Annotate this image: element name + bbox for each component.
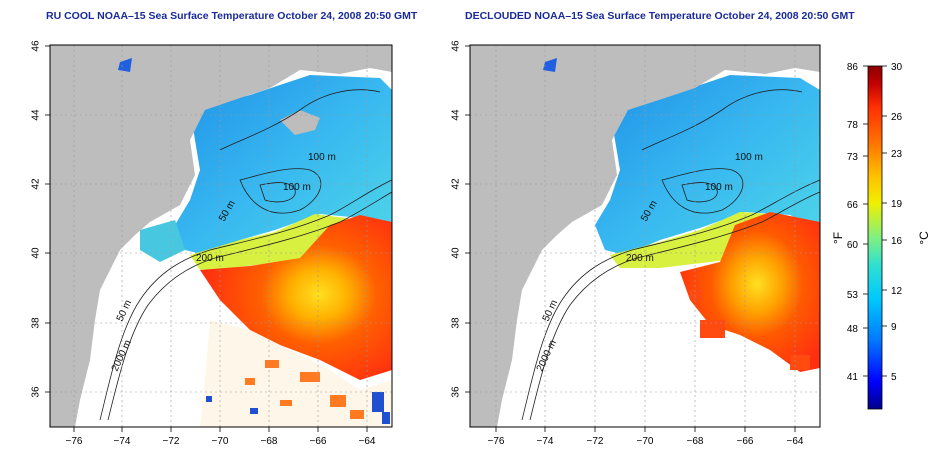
colorbar <box>867 65 883 410</box>
contour-label: 100 m <box>705 182 733 193</box>
lon-tick-label: −74 <box>537 436 554 447</box>
lat-tick-label: 38 <box>451 317 462 329</box>
lat-tick-label: 38 <box>31 317 42 329</box>
fahrenheit-tick-label: 53 <box>847 290 859 301</box>
left-panel-title: RU COOL NOAA–15 Sea Surface Temperature … <box>46 10 418 22</box>
celsius-tick-label: 16 <box>891 236 903 247</box>
lon-tick-label: −64 <box>359 436 376 447</box>
lon-tick-label: −70 <box>637 436 654 447</box>
lon-tick-label: −74 <box>114 436 131 447</box>
lon-tick-label: −68 <box>261 436 278 447</box>
left-axes: −76 −74 −72 −70 −68 −66 −64 36 38 40 42 44 46 <box>31 40 376 447</box>
contour-label: 100 m <box>308 152 336 163</box>
lat-tick-label: 44 <box>31 109 42 121</box>
fahrenheit-tick-label: 60 <box>847 240 859 251</box>
shelf-water-region <box>595 75 820 255</box>
lon-tick-label: −64 <box>787 436 804 447</box>
contour-label: 100 m <box>283 182 311 193</box>
gulf-stream-region <box>200 215 392 380</box>
lon-tick-label: −66 <box>310 436 327 447</box>
fahrenheit-unit-label: °F <box>831 232 845 244</box>
lat-tick-label: 40 <box>451 247 462 259</box>
celsius-tick-label: 9 <box>891 322 897 333</box>
lat-tick-label: 44 <box>451 109 462 121</box>
land-mass <box>470 45 820 427</box>
right-map <box>469 44 821 428</box>
celsius-tick-label: 23 <box>891 149 903 160</box>
right-axes: −76 −74 −72 −70 −68 −66 −64 36 38 40 42 44 46 <box>451 40 804 447</box>
contour-label: 100 m <box>735 152 763 163</box>
fahrenheit-tick-label: 66 <box>847 200 859 211</box>
lat-tick-label: 42 <box>31 178 42 190</box>
celsius-unit-label: °C <box>917 231 931 245</box>
lat-tick-label: 46 <box>31 40 42 52</box>
lat-tick-label: 42 <box>451 178 462 190</box>
lon-tick-label: −72 <box>587 436 604 447</box>
fahrenheit-tick-label: 86 <box>847 62 859 73</box>
lon-tick-label: −76 <box>66 436 83 447</box>
lon-tick-label: −66 <box>737 436 754 447</box>
contour-label: 200 m <box>196 253 224 264</box>
celsius-tick-label: 5 <box>891 372 897 383</box>
lat-tick-label: 40 <box>31 247 42 259</box>
lon-tick-label: −68 <box>687 436 704 447</box>
colorbar-ticks: 86 78 73 66 60 53 48 41 30 26 23 19 16 12 9 5 <box>847 62 903 383</box>
lat-tick-label: 36 <box>451 386 462 398</box>
shelf-water-region <box>175 75 392 255</box>
right-gridlines <box>470 45 820 427</box>
fahrenheit-tick-label: 73 <box>847 152 859 163</box>
contour-label: 200 m <box>626 253 654 264</box>
left-map <box>49 44 393 428</box>
fahrenheit-tick-label: 41 <box>847 372 859 383</box>
celsius-tick-label: 30 <box>891 62 903 73</box>
lon-tick-label: −76 <box>488 436 505 447</box>
celsius-tick-label: 19 <box>891 199 903 210</box>
celsius-tick-label: 26 <box>891 112 903 123</box>
gulf-stream-region <box>680 212 820 372</box>
fahrenheit-tick-label: 78 <box>847 120 859 131</box>
lon-tick-label: −70 <box>212 436 229 447</box>
celsius-tick-label: 12 <box>891 286 903 297</box>
fahrenheit-tick-label: 48 <box>847 324 859 335</box>
land-mass <box>50 45 392 427</box>
left-gridlines <box>50 45 392 427</box>
lon-tick-label: −72 <box>163 436 180 447</box>
lat-tick-label: 36 <box>31 386 42 398</box>
right-panel-title: DECLOUDED NOAA–15 Sea Surface Temperatur… <box>465 10 855 22</box>
lat-tick-label: 46 <box>451 40 462 52</box>
left-map-frame <box>49 44 393 428</box>
